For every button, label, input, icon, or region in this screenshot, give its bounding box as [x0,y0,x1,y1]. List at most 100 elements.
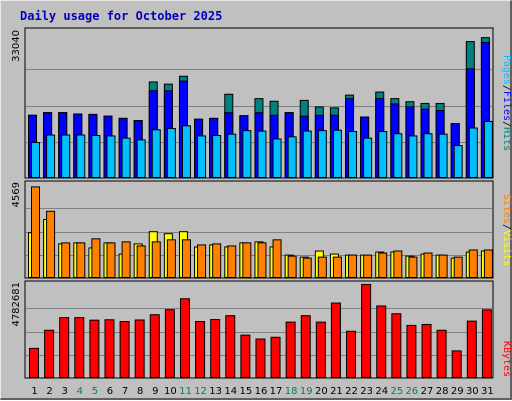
kbytes-bar [179,298,190,378]
x-tick-label: 4 [77,386,83,397]
pages-bar [227,133,237,179]
sites-bar [363,254,373,279]
legend-visits: Visits [501,230,512,266]
x-tick-label: 19 [300,386,313,397]
kbytes-bar [451,350,462,379]
legend-separator: / [501,121,512,127]
graph-title: Daily usage for October 2025 [20,9,223,23]
x-tick-label: 20 [315,386,328,397]
sites-bar [438,254,448,279]
sites-bar [91,238,101,279]
kbytes-bar [119,321,130,378]
pages-bar [453,145,463,179]
pages-bar [136,139,146,178]
kbytes-bar [59,317,70,379]
legend-pages: Pages [501,55,512,85]
x-tick-label: 14 [224,386,237,397]
kbytes-bar [255,338,266,379]
kbytes-bar [481,309,492,378]
sites-bar [453,256,463,279]
x-tick-label: 17 [270,386,283,397]
pages-bar [317,130,327,179]
sites-bar [468,249,478,279]
kbytes-bar [29,347,39,379]
kbytes-bar [315,321,326,379]
x-tick-label: 15 [239,386,252,397]
sites-bar [76,242,86,279]
x-tick-label: 5 [92,386,98,397]
sites-bar [393,250,403,278]
right-axis-label: Pages/Files/Hits [501,55,512,151]
pages-bar [438,133,448,179]
sites-bar [272,239,282,278]
sites-bar [408,256,418,279]
pages-bar [348,131,358,178]
kbytes-bar [285,321,296,379]
pages-bar [378,131,388,178]
kbytes-bar [421,323,432,378]
x-tick-label: 2 [46,386,52,397]
x-tick-label: 11 [179,386,192,397]
sites-bar [136,245,146,278]
pages-bar [332,129,342,178]
legend-separator: / [501,85,512,91]
pages-bar [408,135,418,178]
pages-bar [46,134,56,178]
pages-bar [423,133,433,179]
legend-files: Files [501,91,512,121]
kbytes-bar [391,313,402,379]
sites-bar [151,241,161,278]
sites-bar [166,239,176,278]
sites-bar [227,245,237,278]
pages-bar [363,137,373,178]
pages-bar [302,130,312,178]
panel-1-max-label: 33040 [11,30,22,62]
kbytes-bar [44,329,55,378]
legend-separator: / [501,224,512,230]
sites-bar [423,252,433,278]
x-tick-label: 16 [255,386,268,397]
kbytes-bar [330,302,341,378]
sites-bar [378,252,388,278]
legend-kbytes: KBytes [501,341,512,377]
x-tick-label: 1 [31,386,37,397]
x-tick-label: 29 [451,386,464,397]
kbytes-bar [300,315,311,379]
kbytes-bar [89,319,100,379]
pages-bar [76,134,86,178]
sites-bar [332,256,342,279]
kbytes-bar [436,329,447,378]
kbytes-bar [346,330,357,378]
x-tick-label: 27 [421,386,434,397]
sites-bar [212,243,222,279]
x-tick-label: 22 [345,386,358,397]
kbytes-bar [466,320,477,379]
kbytes-bar [134,319,145,378]
right-axis-label: KBytes [501,341,512,377]
kbytes-bar [361,283,372,379]
legend-hits: Hits [501,127,512,151]
pages-bar [91,134,101,179]
right-axis-label: Sites/Visits [501,194,512,266]
kbytes-bar [195,321,206,378]
x-tick-label: 30 [466,386,479,397]
pages-bar [287,136,297,178]
x-tick-label: 3 [62,386,68,397]
sites-bar [348,254,358,279]
sites-bar [242,242,252,279]
pages-bar [121,137,131,178]
pages-bar [483,120,493,179]
x-tick-label: 31 [481,386,494,397]
pages-bar [257,130,267,178]
pages-bar [272,138,282,179]
kbytes-bar [376,305,387,378]
sites-bar [317,256,327,279]
pages-bar [393,133,403,179]
x-tick-label: 24 [375,386,388,397]
pages-bar [106,135,116,178]
x-tick-label: 6 [107,386,113,397]
pages-bar [61,134,71,178]
x-tick-label: 10 [164,386,177,397]
sites-bar [31,186,40,278]
